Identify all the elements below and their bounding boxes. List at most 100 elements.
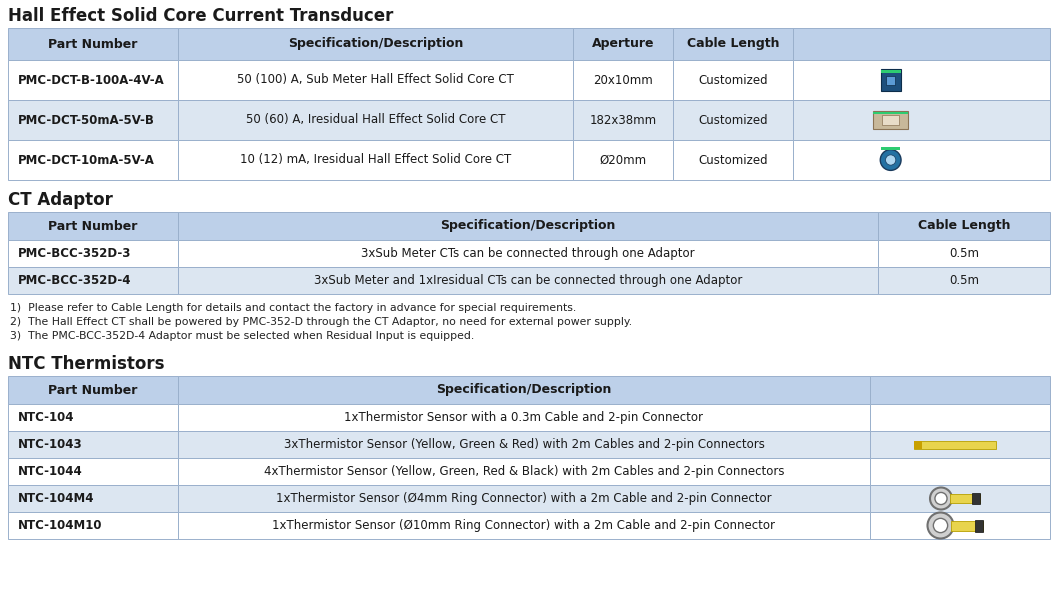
Text: Part Number: Part Number: [49, 37, 138, 51]
Text: Specification/Description: Specification/Description: [440, 219, 616, 233]
Text: 0.5m: 0.5m: [949, 274, 979, 287]
Text: 50 (60) A, Iresidual Hall Effect Solid Core CT: 50 (60) A, Iresidual Hall Effect Solid C…: [246, 113, 506, 127]
Text: 1xThermistor Sensor (Ø10mm Ring Connector) with a 2m Cable and 2-pin Connector: 1xThermistor Sensor (Ø10mm Ring Connecto…: [272, 519, 776, 532]
Bar: [793, 140, 1050, 180]
Bar: [914, 441, 996, 449]
Bar: [178, 28, 573, 60]
Bar: [8, 60, 178, 100]
Bar: [870, 431, 1050, 458]
Bar: [793, 60, 1050, 100]
Text: Part Number: Part Number: [49, 219, 138, 233]
Bar: [8, 404, 178, 431]
Bar: [873, 112, 908, 114]
Bar: [881, 69, 901, 73]
Text: NTC Thermistors: NTC Thermistors: [8, 355, 164, 373]
Bar: [178, 431, 870, 458]
Text: Customized: Customized: [699, 74, 767, 86]
Text: 1xThermistor Sensor (Ø4mm Ring Connector) with a 2m Cable and 2-pin Connector: 1xThermistor Sensor (Ø4mm Ring Connector…: [277, 492, 772, 505]
Text: Aperture: Aperture: [591, 37, 654, 51]
Text: 3xSub Meter and 1xIresidual CTs can be connected through one Adaptor: 3xSub Meter and 1xIresidual CTs can be c…: [314, 274, 742, 287]
Circle shape: [930, 487, 952, 510]
Bar: [178, 485, 870, 512]
Bar: [870, 458, 1050, 485]
Text: Customized: Customized: [699, 113, 767, 127]
Bar: [573, 140, 673, 180]
Bar: [178, 140, 573, 180]
Bar: [178, 60, 573, 100]
Bar: [573, 28, 673, 60]
Bar: [8, 376, 178, 404]
Bar: [178, 404, 870, 431]
Text: CT Adaptor: CT Adaptor: [8, 191, 112, 209]
Bar: [870, 512, 1050, 539]
Bar: [178, 458, 870, 485]
Bar: [573, 100, 673, 140]
Bar: [8, 431, 178, 458]
Text: 182x38mm: 182x38mm: [589, 113, 656, 127]
Bar: [8, 458, 178, 485]
Bar: [178, 240, 878, 267]
Text: Ø20mm: Ø20mm: [600, 154, 647, 166]
Circle shape: [935, 493, 947, 505]
Text: 4xThermistor Sensor (Yellow, Green, Red & Black) with 2m Cables and 2-pin Connec: 4xThermistor Sensor (Yellow, Green, Red …: [264, 465, 784, 478]
Text: Part Number: Part Number: [49, 384, 138, 397]
Bar: [878, 267, 1050, 294]
Text: 2)  The Hall Effect CT shall be powered by PMC-352-D through the CT Adaptor, no : 2) The Hall Effect CT shall be powered b…: [10, 317, 632, 327]
Text: 0.5m: 0.5m: [949, 247, 979, 260]
Circle shape: [885, 155, 896, 165]
Text: 3xSub Meter CTs can be connected through one Adaptor: 3xSub Meter CTs can be connected through…: [361, 247, 694, 260]
Text: 1)  Please refer to Cable Length for details and contact the factory in advance : 1) Please refer to Cable Length for deta…: [10, 303, 577, 313]
Circle shape: [880, 150, 901, 171]
Bar: [673, 100, 793, 140]
Bar: [870, 376, 1050, 404]
Circle shape: [928, 513, 954, 538]
Text: NTC-104M10: NTC-104M10: [18, 519, 103, 532]
Bar: [573, 60, 673, 100]
Bar: [873, 111, 908, 129]
Bar: [972, 493, 981, 504]
Bar: [178, 212, 878, 240]
Bar: [178, 376, 870, 404]
Text: NTC-104M4: NTC-104M4: [18, 492, 94, 505]
Text: Hall Effect Solid Core Current Transducer: Hall Effect Solid Core Current Transduce…: [8, 7, 393, 25]
Bar: [8, 140, 178, 180]
Bar: [870, 485, 1050, 512]
Bar: [914, 441, 922, 449]
Bar: [673, 60, 793, 100]
Text: NTC-1043: NTC-1043: [18, 438, 83, 451]
Bar: [8, 485, 178, 512]
Text: PMC-BCC-352D-3: PMC-BCC-352D-3: [18, 247, 131, 260]
Bar: [8, 512, 178, 539]
Bar: [950, 494, 980, 503]
Bar: [870, 404, 1050, 431]
Bar: [178, 267, 878, 294]
Text: NTC-1044: NTC-1044: [18, 465, 83, 478]
Text: NTC-104: NTC-104: [18, 411, 74, 424]
Bar: [951, 520, 983, 531]
Bar: [878, 212, 1050, 240]
Text: 1xThermistor Sensor with a 0.3m Cable and 2-pin Connector: 1xThermistor Sensor with a 0.3m Cable an…: [344, 411, 704, 424]
Bar: [8, 100, 178, 140]
Bar: [881, 147, 900, 150]
Bar: [886, 75, 895, 84]
Circle shape: [934, 519, 948, 532]
Bar: [8, 240, 178, 267]
Text: Cable Length: Cable Length: [918, 219, 1010, 233]
Text: 10 (12) mA, Iresidual Hall Effect Solid Core CT: 10 (12) mA, Iresidual Hall Effect Solid …: [240, 154, 511, 166]
Text: Specification/Description: Specification/Description: [288, 37, 463, 51]
Text: Specification/Description: Specification/Description: [437, 384, 612, 397]
Text: PMC-DCT-50mA-5V-B: PMC-DCT-50mA-5V-B: [18, 113, 155, 127]
Text: 3)  The PMC-BCC-352D-4 Adaptor must be selected when Residual Input is equipped.: 3) The PMC-BCC-352D-4 Adaptor must be se…: [10, 331, 474, 341]
Text: 3xThermistor Sensor (Yellow, Green & Red) with 2m Cables and 2-pin Connectors: 3xThermistor Sensor (Yellow, Green & Red…: [284, 438, 764, 451]
Bar: [974, 520, 983, 531]
Bar: [793, 100, 1050, 140]
Bar: [673, 28, 793, 60]
Bar: [178, 100, 573, 140]
Text: Cable Length: Cable Length: [687, 37, 779, 51]
Text: PMC-DCT-B-100A-4V-A: PMC-DCT-B-100A-4V-A: [18, 74, 164, 86]
Bar: [673, 140, 793, 180]
Text: Customized: Customized: [699, 154, 767, 166]
Bar: [878, 240, 1050, 267]
Text: PMC-DCT-10mA-5V-A: PMC-DCT-10mA-5V-A: [18, 154, 155, 166]
Bar: [882, 115, 900, 125]
